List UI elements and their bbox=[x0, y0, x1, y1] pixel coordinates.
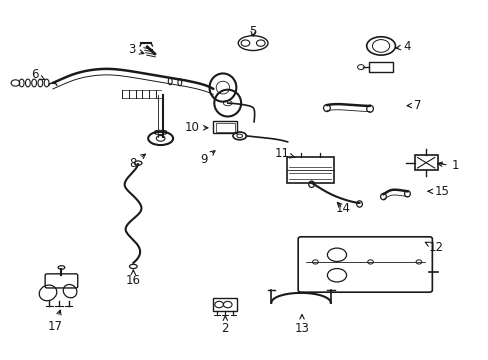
Text: 6: 6 bbox=[31, 68, 44, 81]
Text: 4: 4 bbox=[395, 40, 410, 53]
Text: 8: 8 bbox=[129, 154, 145, 170]
Text: 13: 13 bbox=[294, 315, 309, 335]
Text: 7: 7 bbox=[407, 99, 421, 112]
Text: 1: 1 bbox=[437, 159, 458, 172]
Text: 9: 9 bbox=[200, 151, 215, 166]
Text: 15: 15 bbox=[427, 185, 448, 198]
Text: 12: 12 bbox=[425, 241, 443, 254]
Text: 10: 10 bbox=[184, 121, 207, 134]
Text: 16: 16 bbox=[125, 270, 141, 287]
Text: 11: 11 bbox=[274, 147, 294, 160]
Text: 2: 2 bbox=[221, 316, 228, 336]
Text: 3: 3 bbox=[128, 43, 143, 56]
Text: 17: 17 bbox=[48, 310, 62, 333]
Text: 5: 5 bbox=[249, 25, 256, 38]
Text: 14: 14 bbox=[335, 202, 349, 215]
